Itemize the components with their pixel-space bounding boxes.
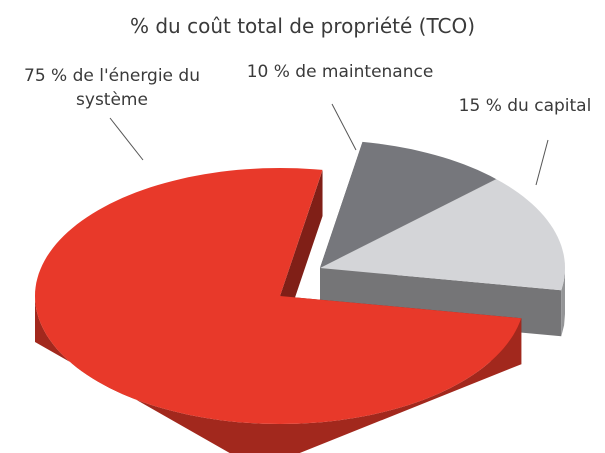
slice xyxy=(320,179,565,291)
slice-label: 75 % de l'énergie du système xyxy=(24,66,200,110)
slice xyxy=(320,141,497,268)
chart-title: % du coût total de propriété (TCO) xyxy=(130,14,475,38)
slice xyxy=(35,168,522,424)
leader-line xyxy=(535,139,549,186)
leader-line xyxy=(109,117,144,161)
leader-line xyxy=(331,103,357,151)
slice-wall xyxy=(561,268,565,337)
slice-label: 10 % de maintenance xyxy=(246,62,434,82)
slice-label: 15 % du capital xyxy=(458,96,592,116)
